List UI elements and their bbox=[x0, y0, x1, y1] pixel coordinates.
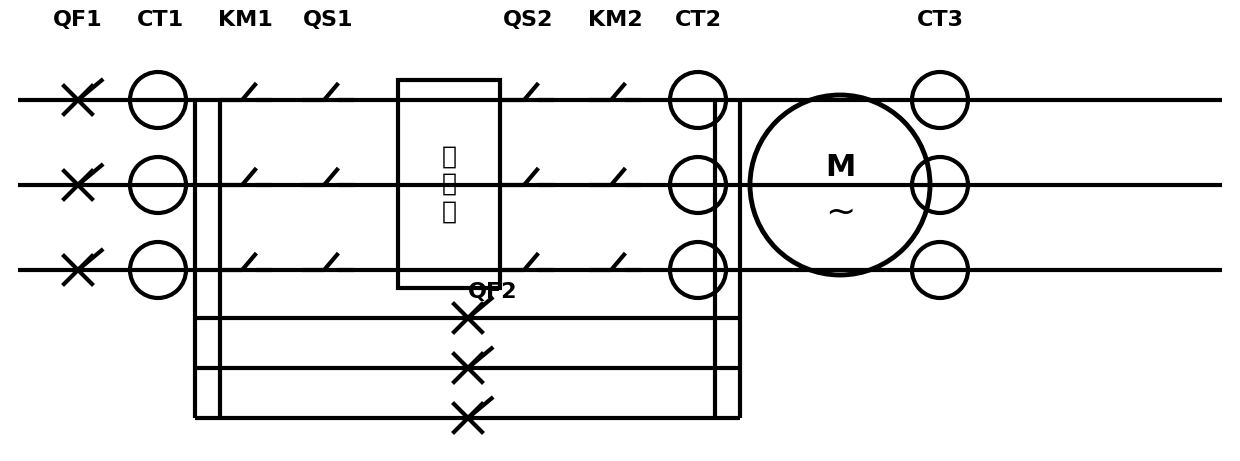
Text: QS1: QS1 bbox=[303, 10, 353, 30]
Text: ~: ~ bbox=[825, 196, 856, 230]
Text: CT3: CT3 bbox=[916, 10, 963, 30]
Text: QS2: QS2 bbox=[502, 10, 553, 30]
Text: M: M bbox=[825, 153, 856, 182]
Text: QF2: QF2 bbox=[467, 282, 517, 302]
Text: CT1: CT1 bbox=[136, 10, 184, 30]
Text: 变
频
器: 变 频 器 bbox=[441, 144, 456, 224]
Bar bbox=[398, 80, 500, 288]
Text: KM2: KM2 bbox=[588, 10, 642, 30]
Text: KM1: KM1 bbox=[218, 10, 273, 30]
Text: QF1: QF1 bbox=[53, 10, 103, 30]
Text: CT2: CT2 bbox=[675, 10, 722, 30]
